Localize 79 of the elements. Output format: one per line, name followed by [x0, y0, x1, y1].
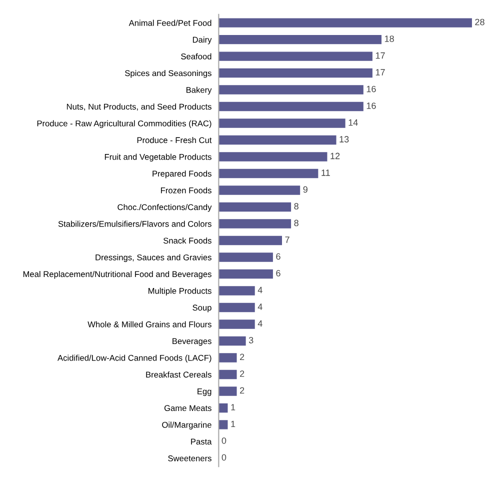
data-label: 3 — [248, 337, 254, 344]
data-label: 14 — [348, 119, 358, 126]
bar — [218, 386, 237, 396]
bar — [218, 68, 372, 78]
data-label: 4 — [258, 286, 262, 294]
data-label: 7 — [285, 236, 290, 243]
data-label: 12 — [330, 152, 340, 160]
y-tick-label: Snack Foods — [163, 237, 212, 244]
bar — [218, 202, 292, 212]
bar — [218, 18, 472, 28]
bar — [218, 152, 328, 162]
data-label: 9 — [303, 186, 308, 193]
y-tick-label: Soup — [192, 304, 212, 312]
y-tick-label: Animal Feed/Pet Food — [128, 20, 212, 26]
bar — [218, 320, 255, 329]
y-tick-label: Breakfast Cereals — [146, 371, 212, 378]
data-label: 2 — [240, 387, 244, 394]
data-label: 6 — [276, 253, 280, 260]
y-tick-label: Multiple Products — [148, 288, 212, 296]
y-tick-label: Produce - Fresh Cut — [137, 137, 212, 144]
bar — [218, 85, 364, 94]
data-label: 0 — [222, 437, 226, 444]
data-label: 0 — [222, 454, 226, 461]
y-tick-label: Bakery — [186, 86, 212, 95]
data-label: 8 — [294, 203, 298, 210]
data-label: 16 — [366, 102, 376, 109]
y-tick-label: Choc./Confections/Candy — [118, 204, 212, 212]
bar — [218, 403, 228, 413]
bar — [218, 286, 255, 296]
bar — [218, 252, 273, 262]
y-tick-label: Pasta — [191, 438, 212, 445]
data-label: 17 — [376, 52, 385, 59]
y-tick-label: Stabilizers/Emulsifiers/Flavors and Colors — [58, 220, 212, 227]
bar — [218, 168, 318, 178]
bar — [218, 135, 336, 145]
y-tick-label: Egg — [198, 388, 212, 396]
bar — [218, 302, 255, 312]
y-tick-label: Dairy — [192, 36, 212, 44]
y-tick-label: Game Meats — [164, 405, 212, 412]
data-label: 13 — [340, 136, 349, 142]
data-label: 8 — [294, 220, 298, 226]
bar — [218, 420, 228, 430]
bar — [218, 52, 372, 61]
data-label: 11 — [322, 170, 330, 176]
bar — [218, 336, 246, 346]
data-label: 4 — [258, 320, 262, 327]
bar — [218, 353, 237, 362]
y-tick-label: Produce - Raw Agricultural Commodities (RAC) — [37, 120, 212, 128]
data-label: 28 — [475, 18, 484, 26]
bar — [218, 118, 346, 128]
data-label: 18 — [384, 36, 394, 42]
data-label: 6 — [276, 270, 280, 276]
y-tick-label: Whole & Milled Grains and Flours — [88, 321, 212, 328]
y-tick-label: Beverages — [172, 338, 212, 346]
y-tick-label: Acidified/Low-Acid Canned Foods (LACF) — [58, 354, 212, 362]
y-tick-label: Nuts, Nut Products, and Seed Products — [66, 104, 212, 111]
y-tick-label: Fruit and Vegetable Products — [104, 154, 212, 162]
bar — [218, 186, 300, 195]
bar — [218, 236, 282, 246]
data-label: 16 — [366, 86, 376, 92]
bar — [218, 34, 382, 44]
data-label: 2 — [240, 354, 244, 360]
data-label: 17 — [376, 69, 385, 76]
bar — [218, 370, 237, 380]
y-tick-label: Meal Replacement/Nutritional Food and Beverages — [23, 270, 212, 279]
y-tick-label: Dressings, Sauces and Gravies — [96, 254, 212, 262]
bar — [218, 269, 273, 279]
y-tick-label: Seafood — [181, 53, 212, 60]
y-tick-label: Sweeteners — [168, 455, 212, 462]
y-tick-label: Prepared Foods — [152, 170, 212, 178]
y-tick-label: Oil/Margarine — [162, 422, 212, 430]
data-label: 1 — [231, 404, 236, 410]
bar — [218, 219, 292, 228]
data-label: 4 — [258, 304, 262, 310]
bar — [218, 102, 364, 112]
data-label: 1 — [231, 420, 236, 428]
y-tick-label: Frozen Foods — [161, 187, 212, 194]
data-label: 2 — [240, 370, 244, 377]
y-tick-label: Spices and Seasonings — [125, 70, 212, 78]
